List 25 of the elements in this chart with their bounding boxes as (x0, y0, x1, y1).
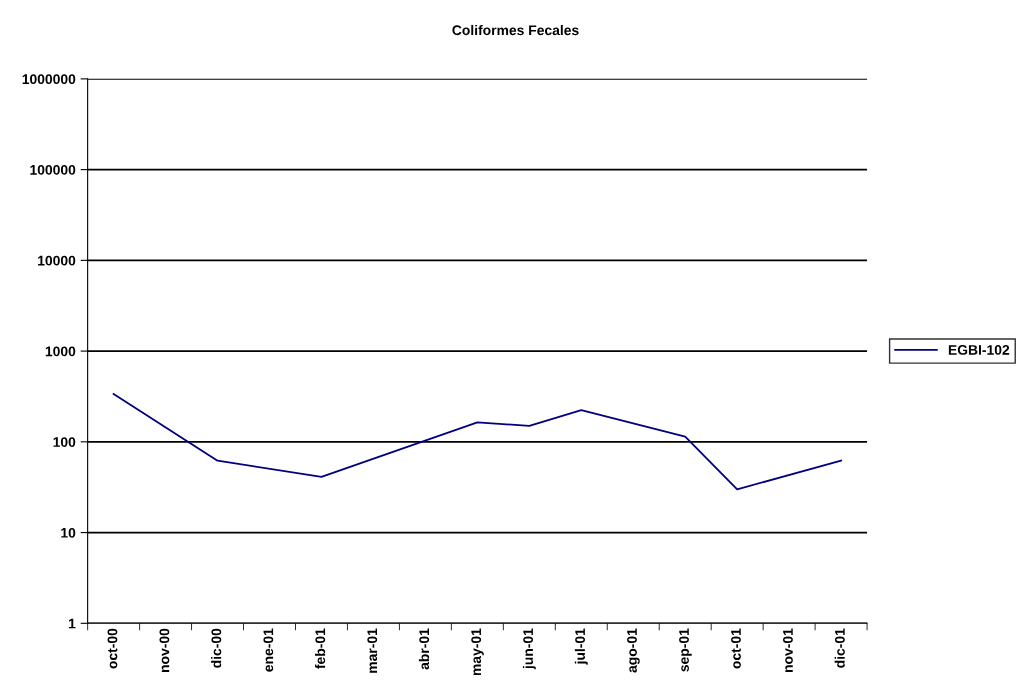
y-tick-label: 1000000 (22, 74, 76, 85)
x-tick-label: may-01 (471, 628, 484, 676)
y-tick-label: 1 (68, 618, 76, 629)
x-tick-label: nov-00 (159, 628, 170, 673)
x-tick-label: jul-01 (574, 628, 588, 665)
y-tick-label: 100000 (30, 164, 76, 175)
x-tick-label: sep-01 (679, 628, 692, 672)
y-tick-label: 100 (53, 437, 76, 447)
x-tick-label: feb-01 (314, 628, 326, 669)
legend-label: EGBI-102 (948, 344, 1010, 355)
line-series (112, 393, 842, 491)
x-tick-label: ene-01 (263, 628, 274, 672)
x-tick-label: dic-01 (834, 628, 845, 668)
chart-title: Coliformes Fecales (452, 24, 579, 36)
y-tick-label: 1000 (45, 346, 76, 357)
x-tick-label: jun-01 (522, 628, 536, 670)
x-tick-label: ago-01 (627, 628, 640, 673)
x-tick-label: oct-00 (107, 628, 118, 669)
x-tick-label: dic-00 (211, 628, 222, 668)
x-tick-label: mar-01 (367, 628, 378, 673)
x-tick-label: oct-01 (731, 628, 741, 669)
x-tick-label: nov-01 (783, 628, 793, 673)
x-tick-label: abr-01 (418, 628, 430, 670)
y-tick-label: 10 (61, 527, 76, 538)
y-tick-label: 10000 (38, 255, 76, 266)
